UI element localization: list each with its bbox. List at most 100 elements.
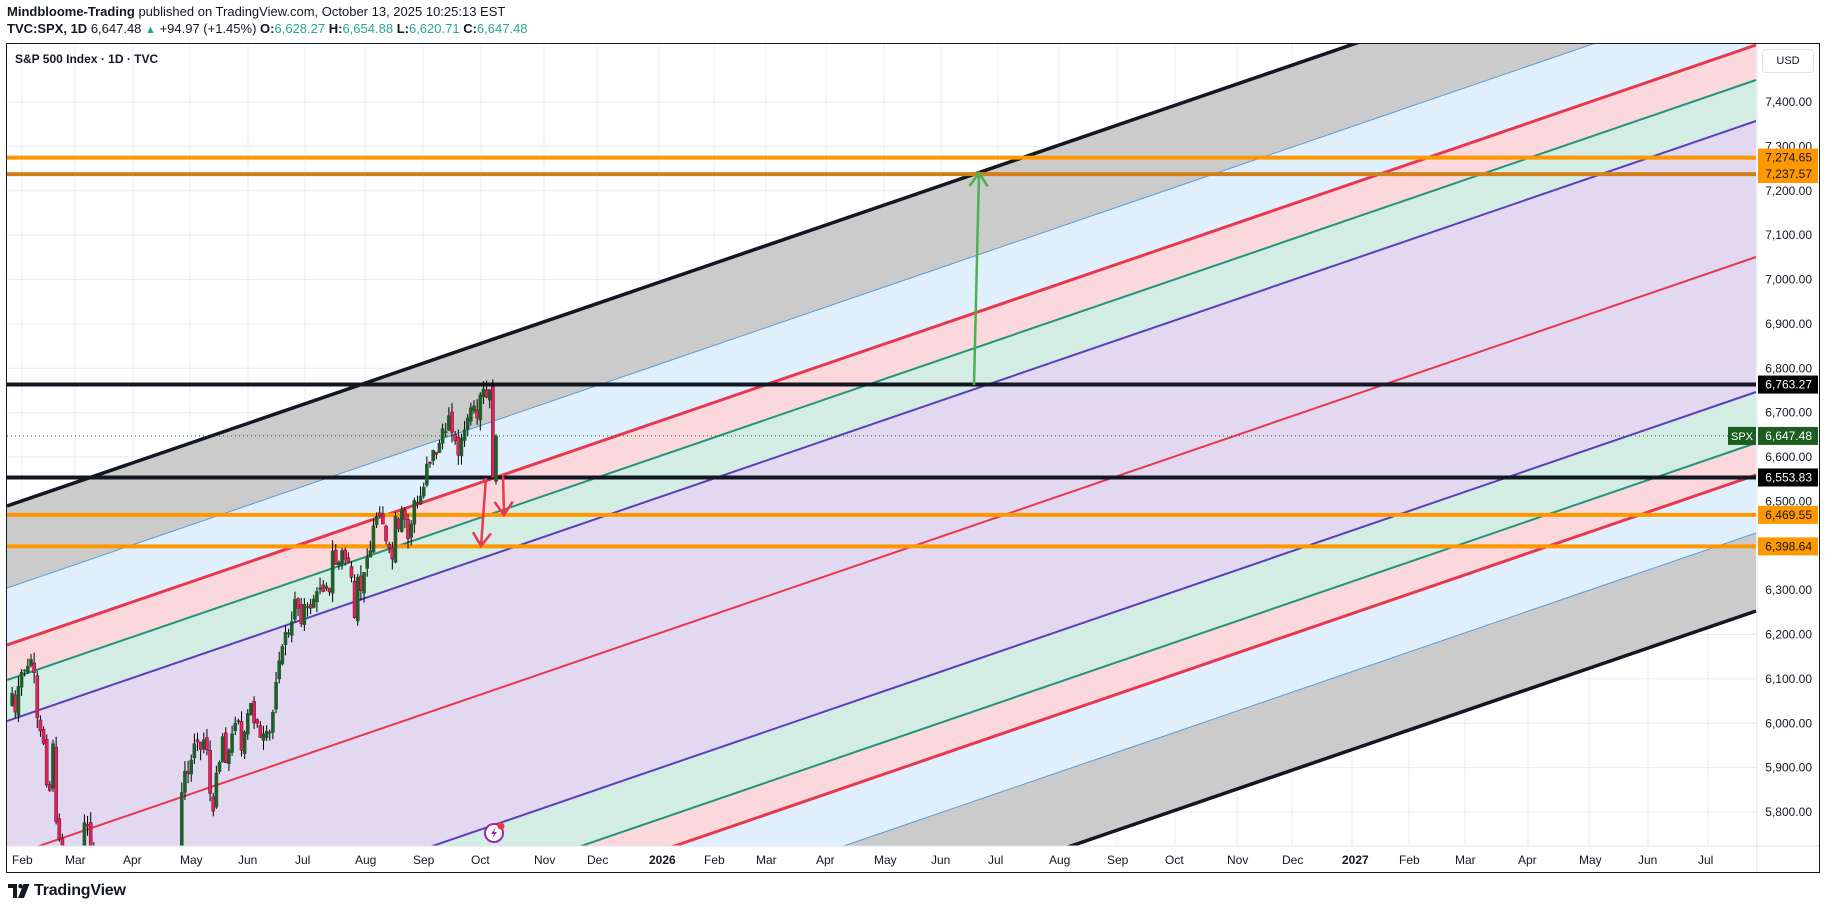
time-tick-label: Mar bbox=[1455, 853, 1476, 867]
time-tick-label: Dec bbox=[587, 853, 608, 867]
level-price-label bbox=[1758, 468, 1818, 487]
time-tick-label: Apr bbox=[816, 853, 835, 867]
high-label: H: bbox=[328, 21, 343, 36]
price-tick-label: 6,000.00 bbox=[1765, 716, 1812, 730]
close-value: 6,647.48 bbox=[476, 21, 528, 36]
time-tick-label: Nov bbox=[1227, 853, 1248, 867]
level-price-label bbox=[1758, 148, 1818, 167]
tradingview-logo-icon bbox=[8, 884, 30, 898]
time-tick-label: Jun bbox=[931, 853, 950, 867]
price-tick-label: 6,100.00 bbox=[1765, 672, 1812, 686]
svg-text:6,398.64: 6,398.64 bbox=[1765, 539, 1812, 553]
price-tick-label: 5,800.00 bbox=[1765, 805, 1812, 819]
time-tick-label: Apr bbox=[1518, 853, 1537, 867]
price-tick-label: 7,000.00 bbox=[1765, 273, 1812, 287]
channel-line-upper-green[interactable] bbox=[7, 79, 1757, 681]
price-tick-label: 5,900.00 bbox=[1765, 761, 1812, 775]
time-tick-label: Nov bbox=[534, 853, 555, 867]
time-axis[interactable]: Feb Mar Apr May Jun Jul Aug Sep Oct Nov Dec 2026 Feb… bbox=[12, 853, 1713, 867]
price-tick-label: 6,600.00 bbox=[1765, 450, 1812, 464]
time-tick-label: Mar bbox=[756, 853, 777, 867]
time-tick-label: 2026 bbox=[649, 853, 676, 867]
currency-button[interactable]: USD bbox=[1762, 49, 1814, 73]
low-label: L: bbox=[396, 21, 409, 36]
open-value: 6,628.27 bbox=[274, 21, 326, 36]
time-tick-label: Sep bbox=[413, 853, 435, 867]
price-tick-label: 6,700.00 bbox=[1765, 406, 1812, 420]
last-price-label bbox=[1758, 426, 1818, 445]
time-tick-label: Sep bbox=[1107, 853, 1129, 867]
channel-line-upper-purple[interactable] bbox=[7, 120, 1757, 722]
time-tick-label: May bbox=[180, 853, 203, 867]
time-tick-label: 2027 bbox=[1342, 853, 1369, 867]
price-tick-label: 6,800.00 bbox=[1765, 361, 1812, 375]
arrow-drop-1[interactable] bbox=[479, 477, 488, 547]
time-tick-label: Dec bbox=[1282, 853, 1303, 867]
svg-text:SPX: SPX bbox=[1731, 431, 1754, 443]
chart-legend-title[interactable]: S&P 500 Index · 1D · TVC bbox=[15, 52, 159, 66]
channel-line-upper-blue[interactable] bbox=[7, 0, 1756, 589]
channel-line-lower-red[interactable] bbox=[7, 473, 1757, 911]
level-price-label bbox=[1758, 375, 1818, 394]
price-level-labels: 7,274.65 7,237.57 6,763.27 6,553.83 6,469.55… bbox=[1728, 148, 1818, 556]
last-price: 6,647.48 bbox=[90, 21, 142, 36]
channel-line-midline[interactable] bbox=[7, 256, 1757, 857]
annotation-arrows[interactable] bbox=[471, 170, 989, 549]
arrowhead-icon bbox=[471, 531, 492, 549]
time-tick-label: Jun bbox=[238, 853, 257, 867]
svg-text:6,553.83: 6,553.83 bbox=[1765, 470, 1812, 484]
svg-text:6,647.48: 6,647.48 bbox=[1765, 429, 1812, 443]
time-tick-label: Feb bbox=[12, 853, 33, 867]
high-value: 6,654.88 bbox=[342, 21, 394, 36]
time-tick-label: Feb bbox=[704, 853, 725, 867]
close-label: C: bbox=[463, 21, 477, 36]
svg-text:6,763.27: 6,763.27 bbox=[1765, 378, 1812, 392]
price-tick-label: 7,200.00 bbox=[1765, 184, 1812, 198]
publish-info: Mindbloome-Trading published on TradingV… bbox=[7, 4, 505, 19]
time-tick-label: Apr bbox=[123, 853, 142, 867]
arrow-drop-2[interactable] bbox=[501, 473, 506, 516]
time-tick-label: Jun bbox=[1638, 853, 1657, 867]
price-change: +94.97 (+1.45%) bbox=[159, 21, 257, 36]
price-tick-label: 6,500.00 bbox=[1765, 494, 1812, 508]
price-tick-label: 6,300.00 bbox=[1765, 583, 1812, 597]
svg-text:6,469.55: 6,469.55 bbox=[1765, 508, 1812, 522]
symbol-label: TVC:SPX, 1D bbox=[7, 21, 88, 36]
svg-text:7,237.57: 7,237.57 bbox=[1765, 167, 1812, 181]
published-text: published on TradingView.com, October 13… bbox=[138, 4, 506, 19]
up-triangle-icon: ▲ bbox=[145, 24, 156, 36]
author-name[interactable]: Mindbloome-Trading bbox=[7, 4, 135, 19]
chart-frame bbox=[6, 43, 1820, 873]
low-value: 6,620.71 bbox=[408, 21, 460, 36]
time-tick-label: Jul bbox=[295, 853, 310, 867]
time-tick-label: Aug bbox=[355, 853, 376, 867]
channel-line-upper-outer[interactable] bbox=[7, 0, 1756, 508]
svg-text:7,274.65: 7,274.65 bbox=[1765, 151, 1812, 165]
channel-line-lower-blue[interactable] bbox=[7, 532, 1757, 911]
channel-line-lower-green[interactable] bbox=[7, 442, 1757, 911]
price-axis[interactable]: 5,800.00 5,900.00 6,000.00 6,100.00 6,200.00… bbox=[1765, 95, 1812, 819]
tradingview-wordmark: TradingView bbox=[34, 882, 126, 899]
time-tick-label: May bbox=[1579, 853, 1602, 867]
time-tick-label: Jul bbox=[1698, 853, 1713, 867]
time-tick-label: Oct bbox=[1165, 853, 1184, 867]
candlesticks bbox=[10, 379, 498, 846]
arrow-target-up[interactable] bbox=[972, 172, 981, 386]
horizontal-levels[interactable] bbox=[7, 155, 1756, 549]
time-tick-label: Aug bbox=[1049, 853, 1070, 867]
time-tick-label: May bbox=[874, 853, 897, 867]
footer-branding: TradingView bbox=[8, 882, 126, 900]
price-tick-label: 7,400.00 bbox=[1765, 95, 1812, 109]
level-price-label bbox=[1758, 537, 1818, 556]
arrowhead-icon bbox=[493, 500, 514, 518]
channel-line-lower-outer[interactable] bbox=[7, 609, 1757, 911]
time-tick-label: Mar bbox=[65, 853, 86, 867]
price-tick-label: 6,200.00 bbox=[1765, 628, 1812, 642]
level-price-label bbox=[1758, 165, 1818, 184]
level-price-label bbox=[1758, 505, 1818, 524]
price-tick-label: 6,900.00 bbox=[1765, 317, 1812, 331]
channel-line-lower-purple[interactable] bbox=[7, 391, 1757, 911]
event-marker[interactable] bbox=[484, 822, 505, 843]
symbol-badge bbox=[1728, 426, 1756, 445]
